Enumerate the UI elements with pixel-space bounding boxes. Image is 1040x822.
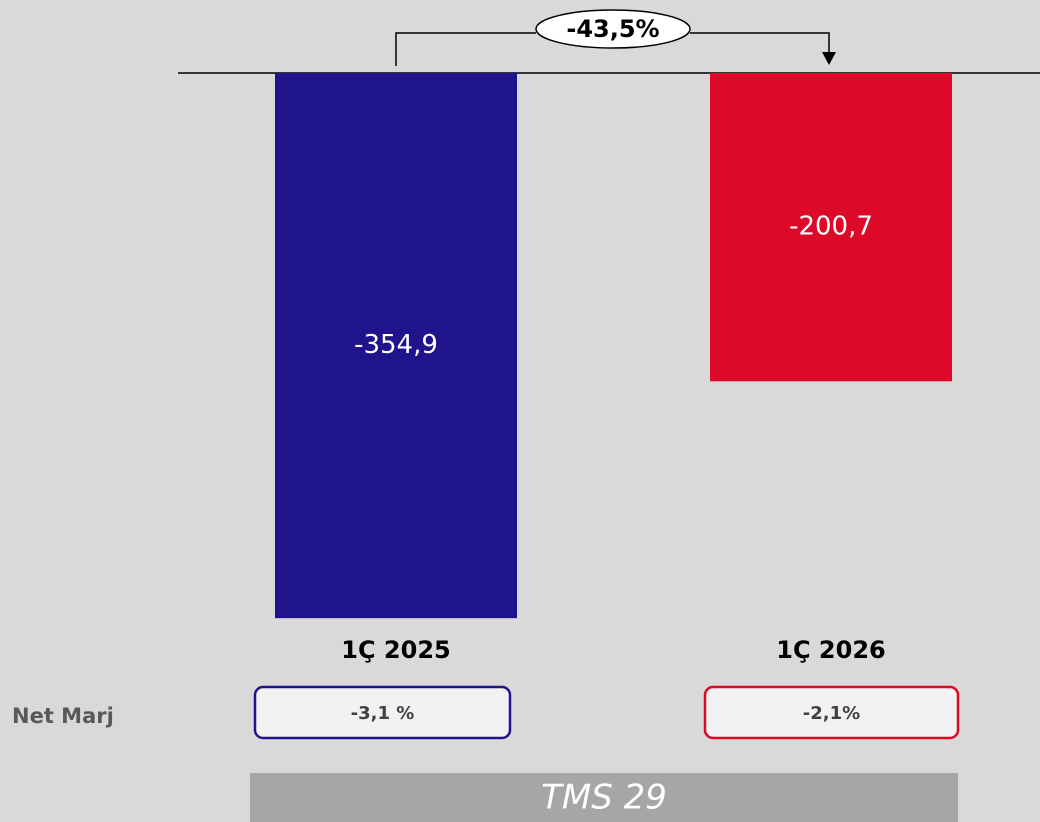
bar <box>710 73 952 382</box>
net-margin-label: Net Marj <box>12 704 114 728</box>
value-label: -354,9 <box>354 330 438 360</box>
net-margin-box <box>703 685 960 740</box>
change-connector <box>690 32 830 55</box>
category-label: 1Ç 2025 <box>341 636 450 664</box>
value-label: -200,7 <box>789 212 873 242</box>
net-margin-value: -3,1 % <box>351 703 415 724</box>
change-label: -43,5% <box>566 15 659 43</box>
footer-label: TMS 29 <box>541 778 667 818</box>
change-connector <box>395 32 536 66</box>
net-margin-box <box>253 685 512 740</box>
net-margin-value: -2,1% <box>803 703 860 724</box>
bar <box>275 73 517 619</box>
change-badge <box>535 9 691 49</box>
footer-band <box>250 773 958 822</box>
category-label: 1Ç 2026 <box>776 636 885 664</box>
arrow-head <box>822 52 836 65</box>
